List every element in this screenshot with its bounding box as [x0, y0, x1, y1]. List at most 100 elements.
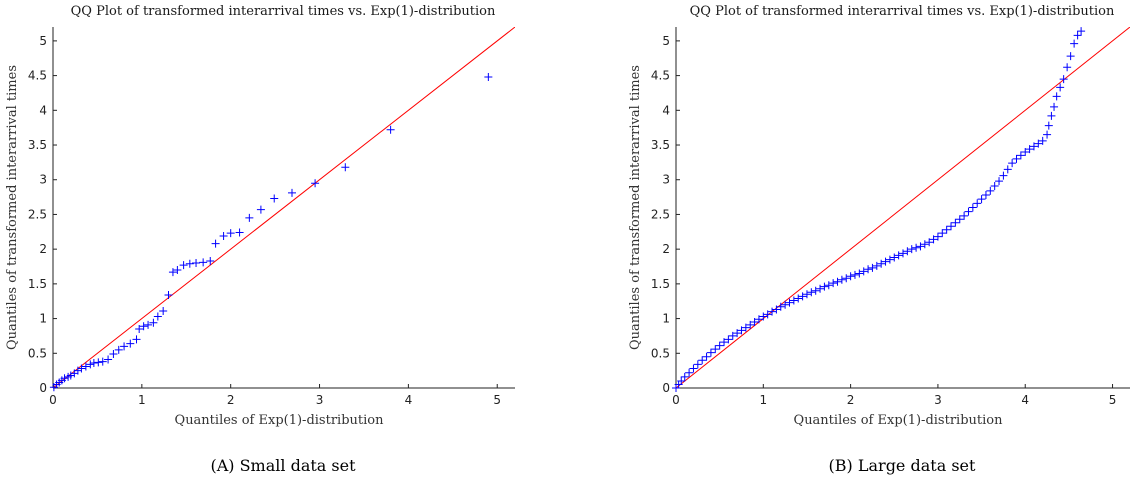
data-point [677, 377, 686, 386]
data-point [986, 186, 995, 195]
x-tick-label: 3 [934, 393, 942, 407]
data-point [711, 345, 720, 354]
data-point [746, 320, 755, 329]
data-point [219, 231, 228, 240]
data-point [872, 261, 881, 270]
data-point [964, 207, 973, 216]
data-point [833, 277, 842, 286]
data-point [899, 249, 907, 258]
data-point [60, 374, 69, 383]
data-point [837, 275, 846, 284]
data-point [750, 318, 759, 327]
data-point [920, 240, 929, 249]
data-point [1047, 111, 1056, 120]
data-point [864, 265, 873, 274]
data-point [816, 284, 825, 293]
data-point [802, 290, 811, 299]
data-point [907, 245, 916, 254]
data-point [235, 228, 244, 237]
data-point [824, 281, 833, 290]
data-point [947, 222, 956, 231]
data-point [973, 199, 982, 208]
data-point [1066, 52, 1075, 61]
data-point [1056, 83, 1065, 92]
data-point [287, 188, 296, 197]
data-point [850, 270, 859, 279]
y-axis-label: Quantiles of transformed interarrival ti… [628, 65, 643, 350]
data-point [132, 335, 141, 344]
data-point [1073, 31, 1082, 40]
data-point [270, 194, 279, 203]
data-point [741, 323, 750, 332]
data-point [859, 267, 868, 276]
data-point [149, 318, 158, 327]
data-point [785, 298, 794, 307]
data-point [311, 179, 320, 188]
data-point [86, 360, 95, 369]
y-tick-label: 4.5 [28, 69, 47, 83]
y-tick-label: 1 [662, 312, 670, 326]
data-point [990, 181, 999, 190]
data-point [114, 345, 123, 354]
y-axis-label: Quantiles of transformed interarrival ti… [5, 65, 20, 350]
data-point [179, 261, 188, 270]
y-tick-label: 2.5 [28, 207, 47, 221]
data-point [724, 335, 733, 344]
data-point [981, 191, 990, 200]
data-point [763, 310, 772, 319]
data-point [1043, 130, 1052, 139]
reference-line [676, 27, 1130, 388]
y-tick-label: 4.5 [651, 69, 670, 83]
x-tick-label: 5 [1109, 393, 1117, 407]
data-point [98, 357, 107, 366]
data-point [846, 272, 855, 281]
qq-plot-panel-1: QQ Plot of transformed interarrival time… [5, 4, 515, 475]
data-point [925, 238, 934, 247]
data-point [737, 326, 746, 335]
data-point [1034, 139, 1043, 148]
y-tick-label: 1 [39, 312, 47, 326]
data-point [139, 322, 148, 331]
data-point [120, 342, 129, 351]
data-point [1038, 136, 1047, 145]
data-point [66, 371, 75, 380]
data-point [789, 296, 798, 305]
y-tick-label: 3.5 [651, 138, 670, 152]
data-point [781, 300, 790, 309]
x-axis-label: Quantiles of Exp(1)-distribution [794, 413, 1004, 428]
data-point [759, 312, 768, 321]
data-point [1021, 147, 1030, 156]
data-point [894, 251, 903, 260]
x-tick-label: 0 [672, 393, 680, 407]
y-tick-label: 4 [662, 103, 670, 117]
data-point [386, 125, 395, 134]
data-point [977, 195, 986, 204]
data-point [903, 247, 912, 256]
data-point [1063, 63, 1072, 72]
data-point [807, 288, 816, 297]
data-point [912, 243, 921, 252]
data-point [706, 348, 715, 357]
panel-caption: (B) Large data set [829, 456, 976, 475]
data-point [933, 232, 942, 241]
x-tick-label: 3 [316, 393, 324, 407]
data-point [698, 356, 707, 365]
data-point [885, 255, 894, 264]
data-point [484, 72, 493, 81]
data-point [1029, 142, 1038, 151]
x-tick-label: 0 [49, 393, 57, 407]
data-point [256, 205, 265, 214]
chart-title: QQ Plot of transformed interarrival time… [690, 4, 1115, 19]
data-point [77, 364, 86, 373]
data-point [153, 312, 162, 321]
data-point [776, 302, 785, 311]
data-point [999, 171, 1008, 180]
data-point [1012, 154, 1021, 163]
data-point [960, 211, 969, 220]
y-tick-label: 0 [39, 381, 47, 395]
x-tick-label: 1 [138, 393, 146, 407]
data-point [715, 341, 724, 350]
data-point [1016, 151, 1025, 160]
data-point [820, 282, 829, 291]
